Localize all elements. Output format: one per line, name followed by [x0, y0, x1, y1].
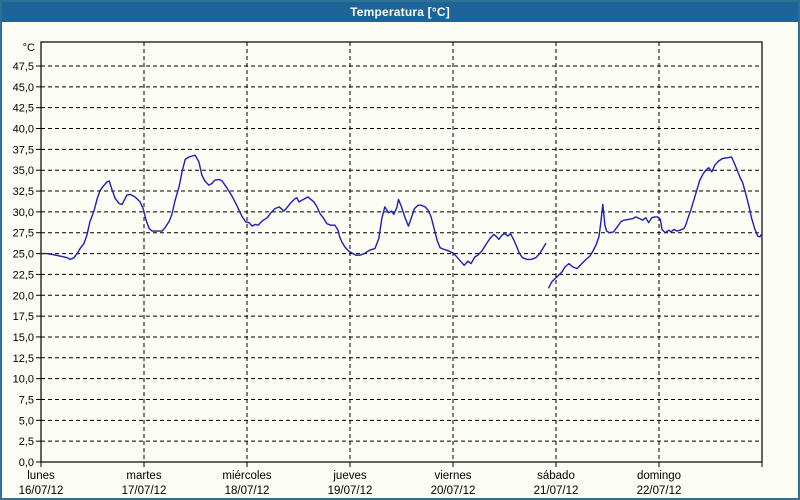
x-date-label: 18/07/12	[225, 485, 270, 497]
y-tick-label: 35,0	[13, 165, 34, 177]
window-title: Temperatura [°C]	[2, 2, 798, 22]
x-day-label: jueves	[332, 470, 366, 482]
x-day-label: miércoles	[222, 470, 271, 482]
temperature-line	[40, 154, 547, 266]
y-tick-label: 30,0	[13, 207, 34, 219]
y-axis-unit-label: °C	[23, 42, 35, 54]
y-tick-label: 10,0	[13, 374, 34, 386]
x-date-label: 17/07/12	[122, 485, 167, 497]
x-day-label: sábado	[537, 470, 575, 482]
y-tick-label: 47,5	[13, 61, 34, 73]
y-tick-label: 22,5	[13, 269, 34, 281]
y-tick-label: 17,5	[13, 311, 34, 323]
y-tick-label: 40,0	[13, 124, 34, 136]
x-date-label: 20/07/12	[431, 485, 476, 497]
temperature-line	[548, 156, 763, 289]
x-date-label: 16/07/12	[19, 485, 64, 497]
y-tick-label: 7,5	[19, 394, 34, 406]
y-tick-label: 5,0	[19, 415, 34, 427]
y-tick-label: 20,0	[13, 290, 34, 302]
y-tick-label: 45,0	[13, 82, 34, 94]
y-tick-label: 27,5	[13, 228, 34, 240]
x-day-label: viernes	[434, 470, 471, 482]
y-tick-label: 2,5	[19, 436, 34, 448]
y-tick-label: 12,5	[13, 353, 34, 365]
y-tick-label: 25,0	[13, 249, 34, 261]
x-date-label: 19/07/12	[328, 485, 373, 497]
x-date-label: 21/07/12	[534, 485, 579, 497]
x-day-label: lunes	[27, 470, 55, 482]
y-tick-label: 37,5	[13, 144, 34, 156]
x-day-label: martes	[126, 470, 161, 482]
x-day-label: domingo	[637, 470, 681, 482]
y-tick-label: 42,5	[13, 103, 34, 115]
x-date-label: 22/07/12	[637, 485, 682, 497]
y-tick-label: 32,5	[13, 186, 34, 198]
plot-border	[40, 41, 763, 463]
y-tick-label: 0,0	[19, 457, 34, 469]
y-tick-label: 15,0	[13, 332, 34, 344]
